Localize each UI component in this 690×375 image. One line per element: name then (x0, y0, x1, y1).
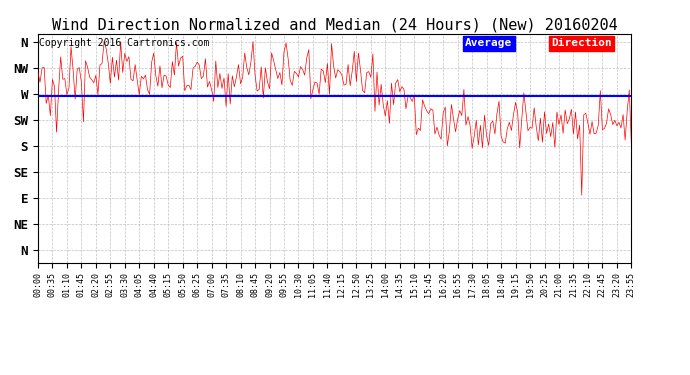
Text: Copyright 2016 Cartronics.com: Copyright 2016 Cartronics.com (39, 38, 209, 48)
Text: Average: Average (465, 38, 513, 48)
Title: Wind Direction Normalized and Median (24 Hours) (New) 20160204: Wind Direction Normalized and Median (24… (52, 18, 618, 33)
Text: Direction: Direction (551, 38, 612, 48)
